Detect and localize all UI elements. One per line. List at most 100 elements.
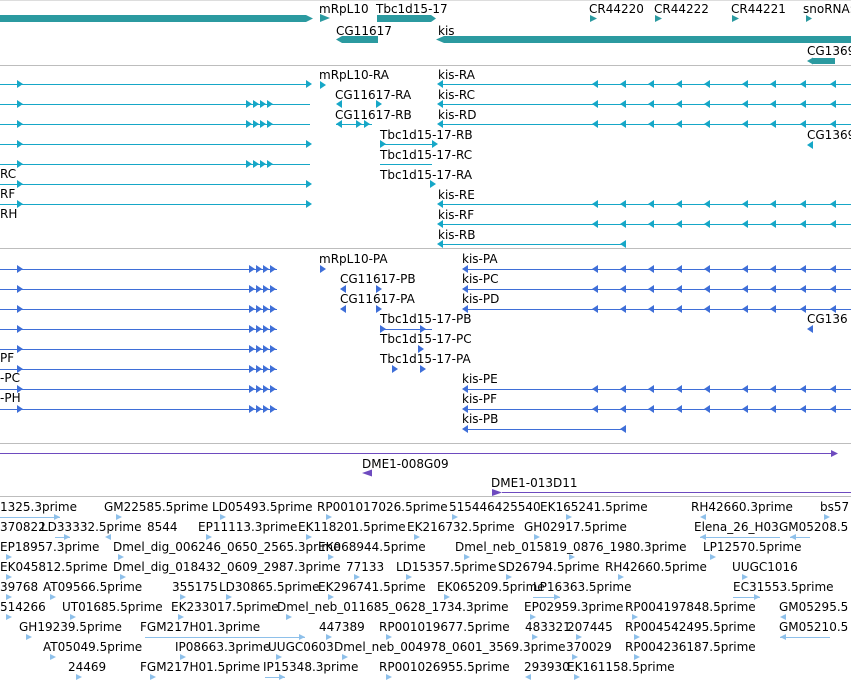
transcript-label[interactable]: kis-PE (462, 372, 498, 386)
gene-label[interactable]: kis (438, 24, 455, 38)
est-feature[interactable] (26, 634, 32, 640)
transcript-feature[interactable] (0, 405, 277, 413)
transcript-label[interactable]: kis-RE (438, 188, 475, 202)
transcript-feature[interactable] (0, 325, 277, 333)
est-feature[interactable] (116, 514, 122, 520)
gene-feature[interactable] (807, 57, 835, 65)
est-feature[interactable] (444, 594, 450, 600)
transcript-feature[interactable] (437, 200, 851, 208)
est-label[interactable]: EK045812.5prime (0, 560, 108, 574)
transcript-feature[interactable] (0, 200, 312, 208)
est-feature[interactable] (534, 534, 540, 540)
transcript-feature[interactable] (437, 80, 851, 88)
est-feature[interactable] (824, 514, 830, 520)
est-label[interactable]: EK296741.5prime (318, 580, 426, 594)
est-feature[interactable] (406, 574, 412, 580)
est-feature[interactable] (326, 514, 332, 520)
est-label[interactable]: RH42660.5prime (605, 560, 707, 574)
est-label[interactable]: GH19239.5prime (19, 620, 122, 634)
transcript-label[interactable]: Tbc1d15-17-PB (379, 312, 471, 326)
est-feature[interactable] (55, 534, 70, 540)
est-label[interactable]: FGM217H01.5prime (140, 660, 260, 674)
gene-label[interactable]: CR44220 (589, 2, 644, 16)
est-label[interactable]: RP001019677.5prime (379, 620, 510, 634)
est-feature[interactable] (150, 674, 156, 680)
transcript-feature[interactable] (320, 81, 326, 89)
transcript-label[interactable]: CG1369 (807, 128, 851, 142)
est-label[interactable]: SD26794.5prime (498, 560, 599, 574)
est-feature[interactable] (506, 574, 512, 580)
est-label[interactable]: 370029 (566, 640, 612, 654)
est-label[interactable]: RP004236187.5prime (625, 640, 756, 654)
est-label[interactable]: Dmel_dig_018432_0609_2987.3prime (113, 560, 341, 574)
est-feature[interactable] (742, 574, 748, 580)
est-feature[interactable] (533, 594, 560, 600)
gene-feature[interactable] (336, 36, 378, 43)
est-label[interactable]: LD33332.5prime (41, 520, 142, 534)
est-feature[interactable] (566, 514, 572, 520)
est-feature[interactable] (572, 654, 578, 660)
est-feature[interactable] (328, 594, 334, 600)
est-label[interactable]: RP001017026.5prime (317, 500, 448, 514)
gene-label[interactable]: CR44222 (654, 2, 709, 16)
transcript-label[interactable]: mRpL10-PA (319, 252, 388, 266)
transcript-feature[interactable] (0, 80, 312, 88)
transcript-feature[interactable] (462, 385, 851, 393)
transcript-label[interactable]: kis-PD (462, 292, 499, 306)
est-feature[interactable] (328, 554, 334, 560)
transcript-feature[interactable] (0, 140, 312, 148)
transcript-label[interactable]: CG136 (807, 312, 848, 326)
transcript-feature[interactable] (437, 100, 851, 108)
transcript-label[interactable]: Tbc1d15-17-PA (379, 352, 471, 366)
transcript-feature[interactable] (336, 120, 372, 128)
transcript-label[interactable]: CG11617-PA (340, 292, 416, 306)
est-label[interactable]: EK068944.5prime (318, 540, 426, 554)
transcript-feature[interactable] (418, 345, 424, 353)
est-feature[interactable] (265, 674, 285, 680)
transcript-feature[interactable] (336, 100, 382, 108)
est-feature[interactable] (50, 654, 56, 660)
transcript-label[interactable]: kis-RF (438, 208, 474, 222)
transcript-label[interactable]: Tbc1d15-17-RC (379, 148, 472, 162)
transcript-label[interactable]: RH (0, 207, 17, 221)
est-feature[interactable] (342, 654, 348, 660)
est-label[interactable]: EK161158.5prime (567, 660, 675, 674)
est-label[interactable]: LP12570.5prime (703, 540, 802, 554)
est-feature[interactable] (354, 574, 360, 580)
est-label[interactable]: 39768 (0, 580, 38, 594)
clone-label[interactable]: DME1-008G09 (362, 457, 449, 471)
transcript-feature[interactable] (0, 180, 312, 188)
transcript-label[interactable]: kis-PC (462, 272, 498, 286)
transcript-feature[interactable] (0, 265, 277, 273)
est-feature[interactable] (525, 674, 531, 680)
est-feature[interactable] (632, 614, 638, 620)
est-label[interactable]: Elena_26_H03 (694, 520, 779, 534)
gene-feature[interactable] (655, 15, 662, 22)
est-feature[interactable] (306, 534, 312, 540)
est-feature[interactable] (6, 594, 12, 600)
est-label[interactable]: GM05208.5 (779, 520, 848, 534)
est-label[interactable]: AT05049.5prime (43, 640, 142, 654)
est-label[interactable]: Dmel_neb_011685_0628_1734.3prime (277, 600, 509, 614)
est-feature[interactable] (464, 554, 470, 560)
transcript-feature[interactable] (430, 180, 436, 188)
est-feature[interactable] (386, 674, 392, 680)
est-feature[interactable] (414, 534, 420, 540)
transcript-feature[interactable] (0, 160, 310, 168)
clone-label[interactable]: DME1-013D11 (491, 476, 578, 490)
transcript-feature[interactable] (0, 385, 277, 393)
est-feature[interactable] (576, 634, 582, 640)
est-label[interactable]: LD05493.5prime (212, 500, 313, 514)
est-feature[interactable] (780, 634, 830, 640)
transcript-feature[interactable] (462, 425, 626, 433)
est-feature[interactable] (120, 574, 126, 580)
est-label[interactable]: EK165241.5prime (540, 500, 648, 514)
est-label[interactable]: AT09566.5prime (43, 580, 142, 594)
est-label[interactable]: Dmel_neb_004978_0601_3569.3prime (334, 640, 566, 654)
transcript-label[interactable]: RC (0, 167, 16, 181)
est-label[interactable]: 483321 (525, 620, 571, 634)
est-feature[interactable] (118, 554, 124, 560)
transcript-label[interactable]: kis-RD (438, 108, 476, 122)
est-label[interactable]: EP11113.3prime (198, 520, 297, 534)
